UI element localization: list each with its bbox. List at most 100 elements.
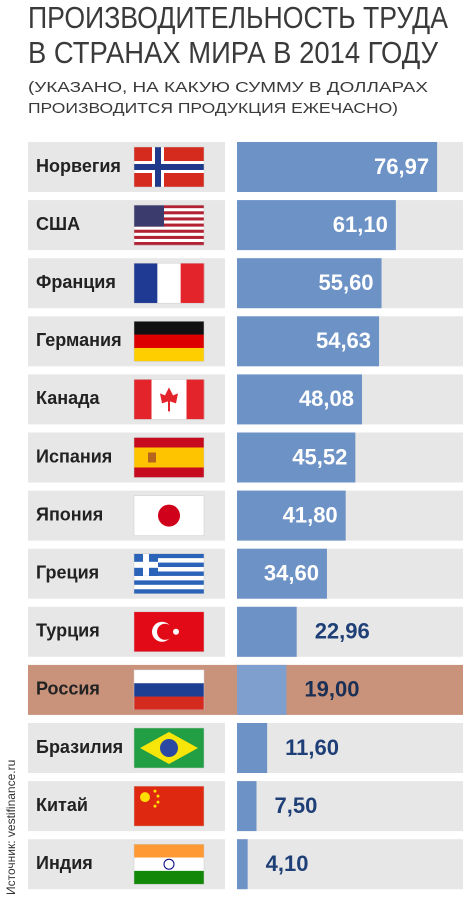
value-label: 34,60 [264,561,319,586]
flag [134,669,204,711]
bar [237,781,257,832]
category-label: Франция [36,272,116,292]
flag-border [133,611,205,653]
flag-border [133,321,205,362]
bar [237,606,297,657]
flag-part [134,580,204,586]
category-label: Норвегия [36,156,121,176]
flag [134,786,204,827]
flag [134,205,204,246]
value-label: 22,96 [315,619,370,644]
flag-part [134,561,158,568]
flag-part [134,567,204,572]
category-label: Индия [36,853,93,873]
flag-part [173,628,179,635]
flag-part [134,575,204,581]
bar [237,432,356,483]
flag-part [160,387,178,412]
category-label: Турция [36,621,100,641]
row-bar-bg [237,839,463,890]
flag-part [134,683,204,697]
bar [237,548,327,599]
flag-part [163,858,175,870]
flag-part [134,220,204,224]
flag-border [133,379,205,420]
flag-part [157,623,173,640]
flag-part [134,379,152,420]
bar [237,142,438,192]
source: Источник: vestifinance.ru [4,760,18,895]
flag-part [134,844,204,858]
bar [237,258,382,309]
category-label: Китай [36,795,88,815]
flag-part [134,669,204,684]
flag-part [134,211,204,215]
flag-part [134,238,204,243]
flag-part [134,226,204,231]
category-label: Канада [36,388,101,408]
flag-part [134,562,204,568]
flag-border [133,204,205,246]
flag-part [156,794,160,798]
flag-part [151,379,170,420]
flag-part [160,739,178,757]
flag-part [140,792,150,803]
flag-border [133,146,205,188]
flag-part [134,857,204,872]
flag [134,147,204,187]
flag [134,611,204,652]
flag-border [133,843,205,885]
flag-part [134,229,204,234]
category-label: США [36,214,80,234]
value-label: 54,63 [316,328,371,353]
flag-part [134,347,204,362]
category-label: Испания [36,446,112,466]
bar [237,839,248,890]
chart-title: В СТРАНАХ МИРА В 2014 ГОДУ [28,35,438,70]
category-label: Греция [36,562,99,582]
category-label: Германия [36,330,122,350]
flag-part [134,232,204,237]
flag-border [133,669,205,711]
flag-part [134,217,204,221]
flag-part [134,589,204,594]
flag [134,263,205,304]
flag-part [134,558,204,563]
value-label: 41,80 [283,502,338,527]
flag-part [134,334,204,349]
flag-part [134,696,204,711]
flag-part [153,789,157,793]
value-label: 45,52 [292,444,347,469]
flag-part [134,214,204,218]
flag-part [186,379,205,420]
category-label: Япония [36,504,103,524]
value-label: 4,10 [266,851,309,876]
flag [134,728,204,768]
value-label: 48,08 [299,386,354,411]
bar [237,316,380,367]
flag-part [134,235,204,240]
flag-border [133,437,205,478]
flag-part [153,804,157,808]
flag-border [133,553,205,594]
flag-border [133,785,205,827]
flag-part [134,553,204,559]
chart-subtitle: ПРОИЗВОДИТСЯ ПРОДУКЦИЯ ЕЖЕЧАСНО) [28,100,398,117]
bar [237,374,363,425]
flag-part [158,504,180,527]
flag-part [148,452,156,463]
bar [237,200,396,251]
chart-subtitle: (УКАЗАНО, НА КАКУЮ СУММУ В ДОЛЛАРАХ [28,79,428,96]
flag-part [134,321,204,335]
value-label: 11,60 [285,735,339,760]
row-bar-bg [237,781,463,832]
value-label: 55,60 [318,270,373,295]
flag-part [134,447,204,468]
value-label: 76,97 [374,154,429,179]
flag-border [133,727,205,769]
value-label: 7,50 [275,793,318,818]
flag-part [169,379,187,420]
bar [237,490,346,541]
flag [134,495,204,536]
